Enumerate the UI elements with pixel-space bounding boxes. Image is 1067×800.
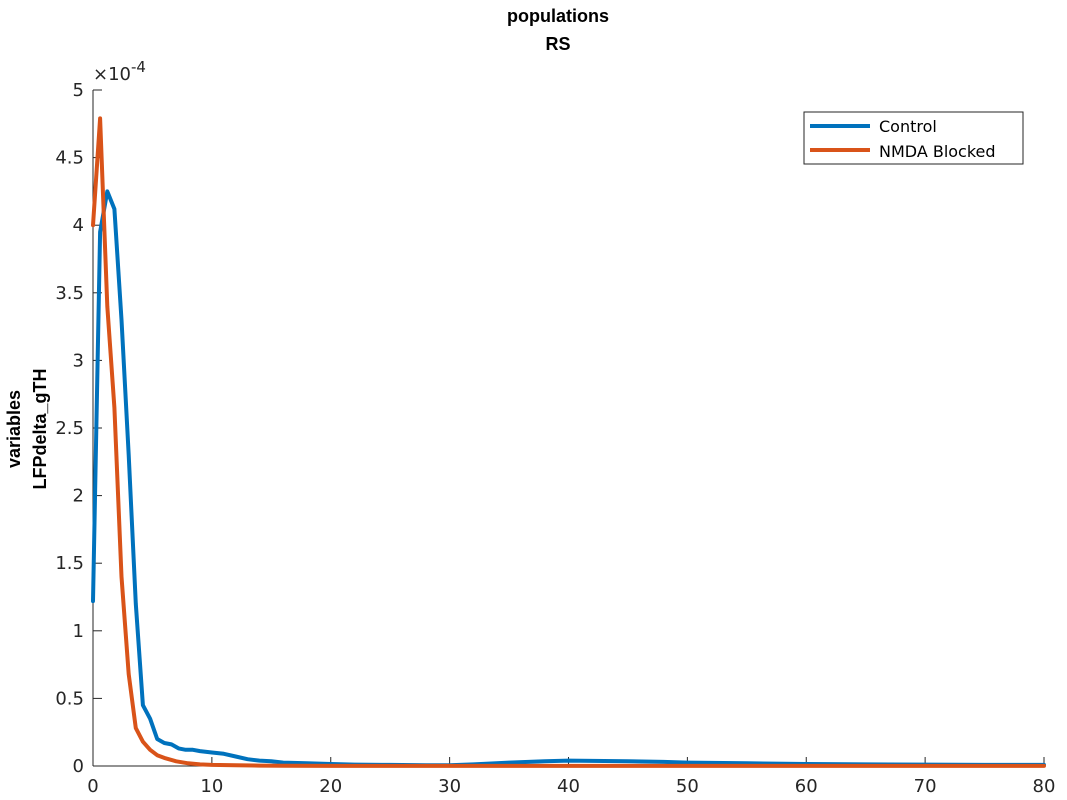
y-tick-label: 4 <box>73 215 84 236</box>
legend-box <box>803 111 1024 165</box>
x-tick-label: 20 <box>319 776 342 797</box>
legend-label-control: Control <box>879 117 937 136</box>
x-tick-label: 60 <box>795 776 818 797</box>
x-tick-label: 50 <box>676 776 699 797</box>
svg-text:×10-4: ×10-4 <box>93 58 146 85</box>
x-tick-label: 80 <box>1033 776 1056 797</box>
x-tick-label: 10 <box>200 776 223 797</box>
plot-area <box>92 90 1044 767</box>
ylabel-line-2: LFPdelta_gTH <box>30 368 50 489</box>
x-tick-label: 70 <box>914 776 937 797</box>
title-line-2: RS <box>545 34 570 54</box>
y-axis-exponent: ×10-4 <box>93 58 146 85</box>
y-tick-label: 1.5 <box>55 553 84 574</box>
y-tick-label: 1 <box>73 621 84 642</box>
legend: Control NMDA Blocked <box>803 111 1024 165</box>
legend-label-nmda-blocked: NMDA Blocked <box>879 142 996 161</box>
x-tick-label: 0 <box>87 776 98 797</box>
y-tick-label: 2 <box>73 486 84 507</box>
y-tick-label: 3.5 <box>55 283 84 304</box>
ylabel-line-1: variables <box>4 390 24 468</box>
series-line-control <box>91 189 1046 768</box>
x-tick-label: 40 <box>557 776 580 797</box>
title-line-1: populations <box>507 6 609 26</box>
x-tick-label: 30 <box>438 776 461 797</box>
y-tick-label: 2.5 <box>55 418 84 439</box>
chart-title: populations RS <box>507 6 609 54</box>
x-axis-ticks: 0 10 20 30 40 50 60 70 80 <box>87 757 1055 797</box>
y-tick-label: 0 <box>73 756 84 777</box>
y-tick-label: 3 <box>73 350 84 371</box>
y-tick-label: 5 <box>73 80 84 101</box>
exponent-base: ×10 <box>93 64 131 85</box>
exponent-power: -4 <box>131 58 146 76</box>
y-tick-label: 4.5 <box>55 148 84 169</box>
series-line-nmda-blocked <box>91 116 1046 768</box>
y-tick-label: 0.5 <box>55 688 84 709</box>
series-lines <box>91 116 1046 768</box>
y-axis-label: variables LFPdelta_gTH <box>4 368 50 489</box>
